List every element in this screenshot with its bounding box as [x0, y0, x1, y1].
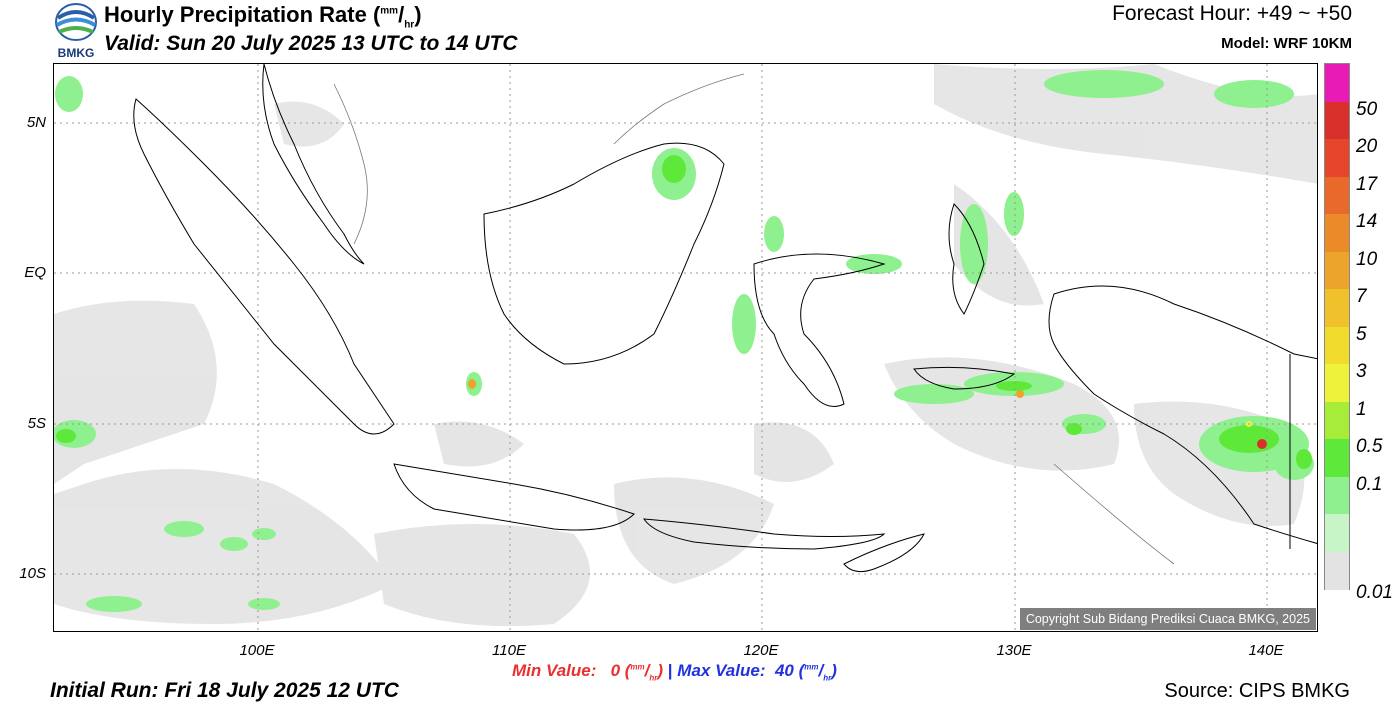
timor-outline	[843, 533, 925, 573]
lon-label-130e: 130E	[996, 642, 1032, 659]
color-bar-label: 50	[1356, 98, 1378, 120]
color-bar-label: 0.1	[1356, 473, 1383, 495]
color-bar-swatch	[1325, 101, 1349, 140]
lon-label-100e: 100E	[239, 642, 275, 659]
java-outline	[393, 463, 635, 531]
lat-label-10s: 10S	[19, 565, 46, 582]
copyright-notice: Copyright Sub Bidang Prediksi Cuaca BMKG…	[1019, 608, 1316, 630]
color-bar-label: 0.5	[1356, 436, 1383, 457]
forecast-hour: Forecast Hour: +49 ~ +50	[1112, 2, 1352, 25]
grid-lines	[54, 64, 1317, 631]
max-value-label: Max Value: 40 (mm/hr)	[677, 661, 837, 683]
model-name: Model: WRF 10KM	[1221, 35, 1352, 52]
malay-peninsula-outline	[262, 64, 365, 265]
color-bar-swatch	[1325, 251, 1349, 290]
papua-outline	[1048, 285, 1317, 544]
color-bar-label: 17	[1356, 173, 1378, 195]
valid-time: Valid: Sun 20 July 2025 13 UTC to 14 UTC	[104, 32, 518, 55]
color-bar-swatch	[1325, 364, 1349, 402]
color-bar-swatch	[1325, 551, 1349, 590]
min-value-label: Min Value: 0 (mm/hr)	[512, 661, 664, 683]
sulawesi-outline	[753, 253, 886, 407]
color-bar-label: 20	[1356, 136, 1378, 157]
color-bar-swatch	[1325, 64, 1349, 102]
lon-label-110e: 110E	[492, 642, 526, 659]
color-bar-swatch	[1325, 176, 1349, 215]
bmkg-logo: BMKG	[55, 3, 97, 60]
borders	[333, 73, 1175, 565]
initial-run: Initial Run: Fri 18 July 2025 12 UTC	[50, 679, 399, 702]
color-bar-label: 1	[1356, 398, 1367, 420]
coastlines	[133, 64, 1317, 573]
lat-label-5n: 5N	[26, 114, 46, 131]
moderate-rain-cells	[54, 70, 1314, 612]
color-bar-swatch	[1325, 476, 1349, 515]
seram-outline	[913, 366, 1016, 390]
color-bar-label: 10	[1356, 248, 1378, 270]
color-bar-swatch	[1325, 214, 1349, 252]
color-bar-swatch	[1325, 514, 1349, 552]
halmahera-outline	[948, 203, 985, 315]
color-bar-label: 0.01	[1356, 582, 1393, 603]
color-bar-swatch	[1325, 439, 1349, 477]
color-bar	[1324, 63, 1350, 590]
color-bar-label: 14	[1356, 211, 1378, 232]
nusa-tenggara-outline	[643, 518, 886, 550]
color-bar-label: 3	[1356, 361, 1367, 382]
source: Source: CIPS BMKG	[1164, 680, 1350, 702]
min-max-values: Min Value: 0 (mm/hr) | Max Value: 40 (mm…	[512, 661, 837, 683]
chart-title: Hourly Precipitation Rate (mm/hr)	[104, 2, 422, 31]
color-bar-swatch	[1325, 401, 1349, 440]
logo-text: BMKG	[58, 46, 95, 60]
color-bar-swatch	[1325, 326, 1349, 365]
map-canvas	[54, 64, 1317, 631]
lon-label-140e: 140E	[1248, 642, 1284, 659]
sumatra-outline	[133, 98, 395, 435]
heavy-rain-cells	[56, 155, 1312, 469]
borneo-outline	[483, 142, 725, 365]
color-bar-label: 7	[1356, 286, 1367, 307]
lat-label-5s: 5S	[27, 415, 46, 432]
color-bar-swatch	[1325, 289, 1349, 327]
precipitation-map	[53, 63, 1318, 632]
lat-label-eq: EQ	[24, 264, 46, 281]
color-bar-swatch	[1325, 139, 1349, 177]
lon-label-120e: 120E	[743, 642, 779, 659]
color-bar-label: 5	[1356, 323, 1367, 345]
